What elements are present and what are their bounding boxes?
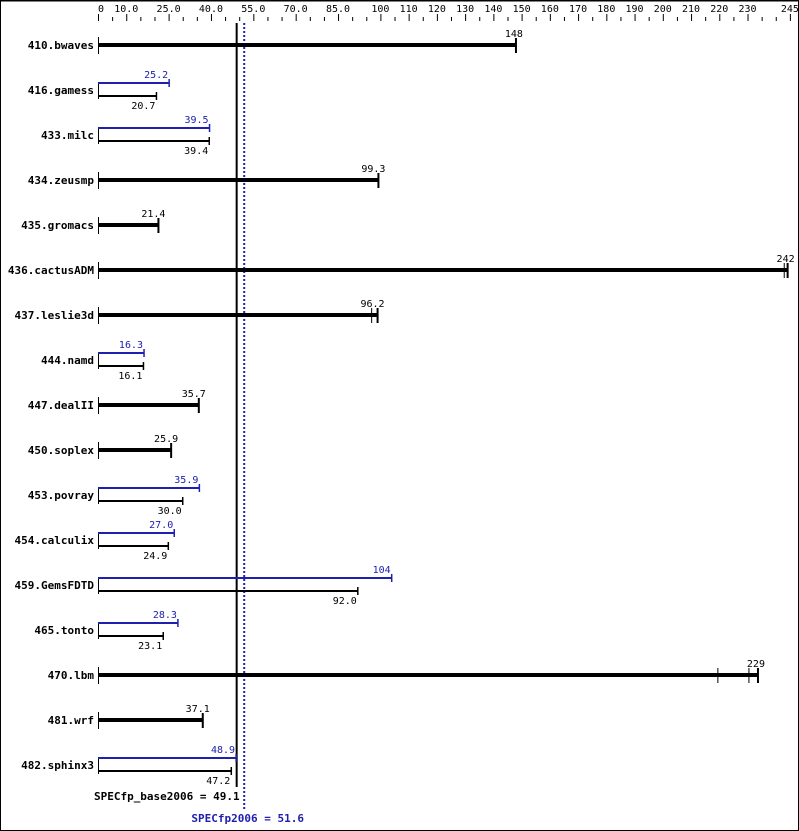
base-value-label: 99.3	[361, 164, 385, 175]
peak-value-label: 39.5	[184, 115, 208, 126]
base-value-label: 35.7	[182, 389, 206, 400]
base-value-label: 23.1	[138, 641, 162, 652]
x-tick-label: 70.0	[284, 4, 308, 15]
x-tick-label: 140	[484, 4, 502, 15]
x-tick-label: 85.0	[326, 4, 350, 15]
x-tick-label: 220	[710, 4, 728, 15]
base-value-label: 242	[777, 254, 795, 265]
benchmark-label: 459.GemsFDTD	[15, 579, 95, 592]
x-tick-label: 55.0	[241, 4, 265, 15]
benchmark-label: 481.wrf	[48, 714, 94, 727]
x-tick-label: 170	[569, 4, 587, 15]
peak-value-label: 48.9	[211, 745, 235, 756]
x-tick-label: 10.0	[114, 4, 138, 15]
peak-value-label: 16.3	[119, 340, 143, 351]
base-value-label: 148	[505, 29, 523, 40]
base-value-label: 37.1	[186, 704, 210, 715]
x-tick-label: 160	[541, 4, 559, 15]
x-tick-label: 180	[597, 4, 615, 15]
benchmark-label: 435.gromacs	[21, 219, 94, 232]
x-tick-label: 25.0	[157, 4, 181, 15]
peak-value-label: 35.9	[174, 475, 198, 486]
x-tick-label: 110	[400, 4, 418, 15]
base-value-label: 16.1	[118, 371, 142, 382]
x-tick-label: 210	[682, 4, 700, 15]
benchmark-label: 453.povray	[28, 489, 95, 502]
base-value-label: 21.4	[141, 209, 165, 220]
base-value-label: 39.4	[184, 146, 208, 157]
base-value-label: 229	[747, 659, 765, 670]
base-value-label: 24.9	[143, 551, 167, 562]
specfp-base-summary: SPECfp_base2006 = 49.1	[94, 790, 240, 803]
specfp-peak-summary: SPECfp2006 = 51.6	[191, 812, 304, 825]
base-value-label: 92.0	[333, 596, 357, 607]
benchmark-label: 434.zeusmp	[28, 174, 95, 187]
benchmark-label: 437.leslie3d	[15, 309, 94, 322]
benchmark-label: 465.tonto	[34, 624, 94, 637]
benchmark-label: 436.cactusADM	[8, 264, 94, 277]
base-value-label: 20.7	[131, 101, 155, 112]
benchmark-label: 454.calculix	[15, 534, 95, 547]
benchmark-label: 450.soplex	[28, 444, 95, 457]
base-value-label: 30.0	[158, 506, 182, 517]
base-value-label: 25.9	[154, 434, 178, 445]
x-tick-label: 230	[738, 4, 756, 15]
peak-value-label: 28.3	[153, 610, 177, 621]
peak-value-label: 25.2	[144, 70, 168, 81]
base-value-label: 47.2	[206, 776, 230, 787]
x-tick-label: 40.0	[199, 4, 223, 15]
benchmark-label: 416.gamess	[28, 84, 94, 97]
x-tick-label: 200	[654, 4, 672, 15]
benchmark-label: 410.bwaves	[28, 39, 94, 52]
base-value-label: 96.2	[360, 299, 384, 310]
x-tick-label: 120	[428, 4, 446, 15]
benchmark-label: 447.dealII	[28, 399, 94, 412]
benchmark-label: 482.sphinx3	[21, 759, 94, 772]
benchmark-label: 470.lbm	[48, 669, 95, 682]
x-tick-label: 190	[626, 4, 644, 15]
benchmark-label: 444.namd	[41, 354, 94, 367]
x-tick-label: 0	[98, 4, 104, 15]
x-tick-label: 130	[456, 4, 474, 15]
x-tick-label: 245	[781, 4, 799, 15]
x-tick-label: 150	[513, 4, 531, 15]
benchmark-label: 433.milc	[41, 129, 94, 142]
x-tick-label: 100	[371, 4, 389, 15]
peak-value-label: 104	[373, 565, 391, 576]
peak-value-label: 27.0	[149, 520, 173, 531]
